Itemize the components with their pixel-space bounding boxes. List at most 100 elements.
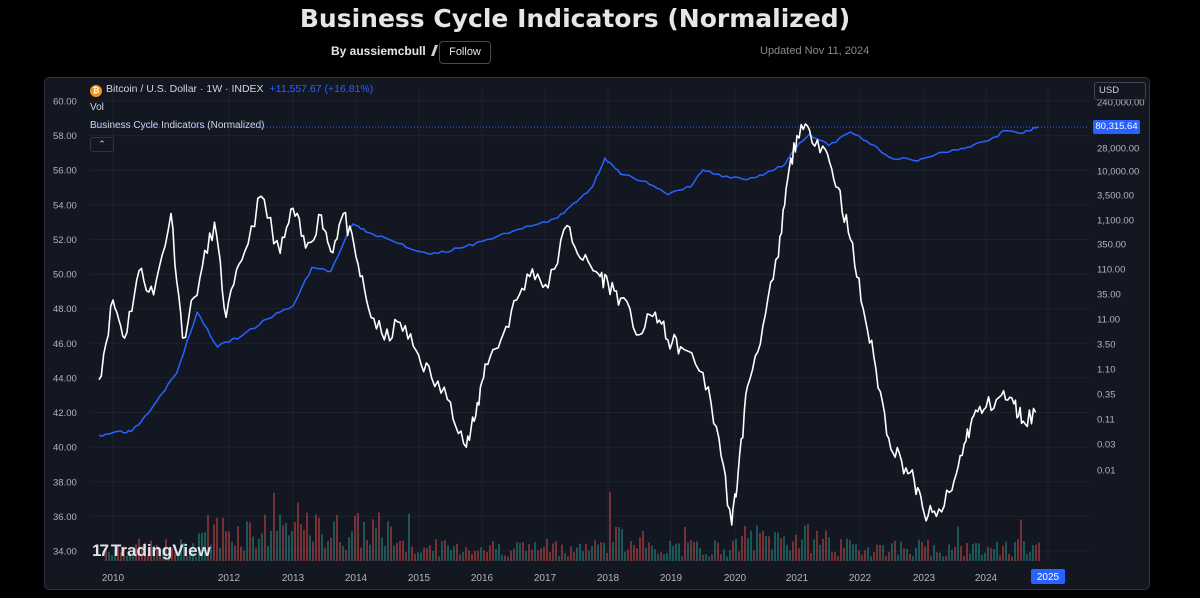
volume-bar xyxy=(783,536,785,561)
volume-bar xyxy=(111,555,113,561)
volume-bar xyxy=(444,540,446,561)
y-left-tick-label: 52.00 xyxy=(53,235,77,246)
y-right-tick-label: 28,000.00 xyxy=(1097,144,1139,155)
volume-bar xyxy=(282,525,284,561)
series-line-bitcoin xyxy=(98,126,1039,437)
volume-bar xyxy=(330,537,332,561)
y-right-tick-label: 3,500.00 xyxy=(1097,191,1134,202)
volume-bar xyxy=(834,551,836,561)
volume-bar xyxy=(240,546,242,561)
year-badge xyxy=(1031,569,1065,584)
volume-bar xyxy=(342,545,344,561)
year-badge-label: 2025 xyxy=(1037,572,1060,583)
y-right-tick-label: 0.03 xyxy=(1097,440,1116,451)
x-tick-label: 2019 xyxy=(660,573,683,584)
volume-bar xyxy=(687,542,689,561)
volume-bar xyxy=(120,552,122,561)
volume-bar xyxy=(162,549,164,561)
volume-bar xyxy=(693,542,695,561)
chart-canvas[interactable]: 60.00 58.00 56.00 54.00 52.00 50.00 48.00 46.00… xyxy=(45,78,1149,589)
x-tick-label: 2024 xyxy=(975,573,998,584)
symbol-legend: ₿ Bitcoin / U.S. Dollar · 1W · INDEX +11,5… xyxy=(90,83,373,97)
volume-bar xyxy=(447,545,449,561)
indicator-legend: Business Cycle Indicators (Normalized) xyxy=(90,120,265,131)
x-tick-label: 2021 xyxy=(786,573,809,584)
x-tick-label: 2010 xyxy=(102,573,125,584)
volume-bar xyxy=(819,544,821,561)
volume-bar xyxy=(549,552,551,561)
volume-bar xyxy=(732,540,734,561)
volume-bar xyxy=(729,550,731,561)
volume-bar xyxy=(804,525,806,561)
volume-bar xyxy=(411,546,413,561)
volume-bar xyxy=(267,546,269,561)
volume-bar xyxy=(690,539,692,561)
tradingview-logo[interactable]: 17 TradingView xyxy=(92,541,211,561)
volume-bar xyxy=(501,554,503,561)
volume-bar xyxy=(402,540,404,561)
author-byline[interactable]: By aussiemcbull xyxy=(331,44,438,58)
volume-bar xyxy=(906,548,908,561)
volume-bar xyxy=(168,547,170,561)
y-right-tick-label: 0.35 xyxy=(1097,390,1116,401)
y-right-tick-label: 240,000.00 xyxy=(1097,98,1145,109)
volume-bar xyxy=(1038,542,1040,561)
volume-bar xyxy=(510,550,512,561)
volume-bar xyxy=(381,537,383,561)
volume-bar xyxy=(216,517,218,561)
volume-bar xyxy=(114,549,116,561)
collapse-legend-button[interactable]: ⌃ xyxy=(90,137,114,152)
volume-bar xyxy=(270,531,272,561)
volume-bar xyxy=(903,548,905,561)
volume-bar xyxy=(894,540,896,561)
volume-bar xyxy=(579,543,581,561)
volume-bar xyxy=(426,547,428,561)
volume-bar xyxy=(174,552,176,561)
y-left-tick-label: 60.00 xyxy=(53,97,77,108)
volume-bar xyxy=(795,534,797,561)
volume-bar xyxy=(933,545,935,561)
volume-bar xyxy=(525,551,527,561)
volume-bar xyxy=(1011,556,1013,561)
y-left-tick-label: 36.00 xyxy=(53,512,77,523)
volume-bar xyxy=(543,547,545,561)
volume-bar xyxy=(285,523,287,561)
volume-bar xyxy=(144,542,146,561)
volume-bar xyxy=(735,538,737,561)
chart-panel[interactable]: 60.00 58.00 56.00 54.00 52.00 50.00 48.00 46.00… xyxy=(44,77,1150,590)
volume-bar xyxy=(984,552,986,561)
volume-bar xyxy=(750,530,752,561)
y-left-tick-label: 40.00 xyxy=(53,443,77,454)
volume-bar xyxy=(936,552,938,561)
volume-bar xyxy=(912,556,914,561)
volume-bar xyxy=(366,539,368,561)
author-name[interactable]: By aussiemcbull xyxy=(331,44,426,58)
volume-bar xyxy=(450,549,452,561)
volume-bar xyxy=(225,531,227,561)
volume-bar xyxy=(663,554,665,561)
volume-bar xyxy=(318,517,320,561)
volume-bar xyxy=(171,548,173,561)
volume-bar xyxy=(789,550,791,561)
volume-bar xyxy=(609,492,611,561)
volume-bar xyxy=(879,544,881,561)
volume-bar xyxy=(177,551,179,561)
volume-bar xyxy=(408,513,410,561)
volume-bar xyxy=(441,541,443,561)
volume-bar xyxy=(507,556,509,561)
currency-selector[interactable]: USD xyxy=(1094,82,1146,100)
volume-bar xyxy=(210,544,212,561)
volume-bar xyxy=(1026,553,1028,561)
volume-bar xyxy=(813,539,815,561)
volume-bar xyxy=(219,547,221,561)
volume-bar xyxy=(993,548,995,561)
volume-bar xyxy=(897,554,899,561)
volume-bar xyxy=(201,532,203,561)
follow-button[interactable]: Follow xyxy=(439,41,491,64)
volume-bar xyxy=(351,531,353,561)
volume-bar xyxy=(390,526,392,561)
y-right-tick-label: 0.01 xyxy=(1097,466,1116,477)
y-left-tick-label: 34.00 xyxy=(53,547,77,558)
volume-bar xyxy=(561,544,563,561)
volume-bar xyxy=(738,551,740,561)
